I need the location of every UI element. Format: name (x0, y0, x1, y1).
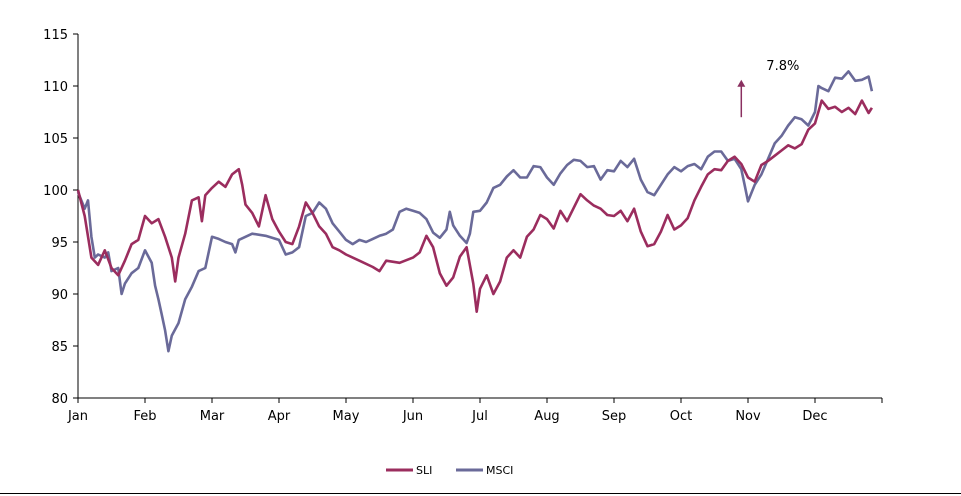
series-lines (76, 70, 874, 353)
x-tick-label: Aug (534, 409, 559, 424)
legend-label-msci: MSCI (486, 464, 513, 477)
x-tick-label: Jul (471, 409, 488, 424)
y-axis: 80 85 90 95 100 105 110 115 (43, 28, 79, 407)
y-tick-label: 90 (51, 288, 68, 303)
y-tick-label: 95 (51, 236, 68, 251)
y-tick-label: 80 (51, 392, 68, 407)
x-tick-label: Jun (402, 409, 423, 424)
x-tick-label: Oct (670, 409, 692, 424)
y-tick-label: 100 (43, 184, 68, 199)
x-tick-label: Sep (602, 409, 627, 424)
y-tick-label: 85 (51, 340, 68, 355)
annotation-arrow-up-icon (737, 79, 746, 87)
x-tick-label: Nov (735, 409, 761, 424)
x-tick-label: Feb (133, 409, 156, 424)
annotation-label: 7.8% (766, 59, 799, 74)
x-tick-label: Apr (268, 409, 291, 424)
legend-label-sli: SLI (416, 464, 432, 477)
y-tick-label: 105 (43, 132, 68, 147)
x-tick-label: Jan (67, 409, 88, 424)
x-axis: Jan Feb Mar Apr May Jun Jul Aug Sep Oct Nov Dec (67, 397, 883, 424)
y-tick-label: 115 (43, 28, 68, 43)
y-tick-label: 110 (43, 80, 68, 95)
series-line-sli (76, 99, 873, 313)
annotation: 7.8% (737, 59, 799, 118)
x-tick-label: Mar (200, 409, 225, 424)
series-line-msci (76, 70, 874, 353)
x-tick-label: May (333, 409, 360, 424)
bottom-divider (0, 493, 961, 494)
x-tick-label: Dec (802, 409, 827, 424)
legend: SLI MSCI (386, 464, 513, 477)
